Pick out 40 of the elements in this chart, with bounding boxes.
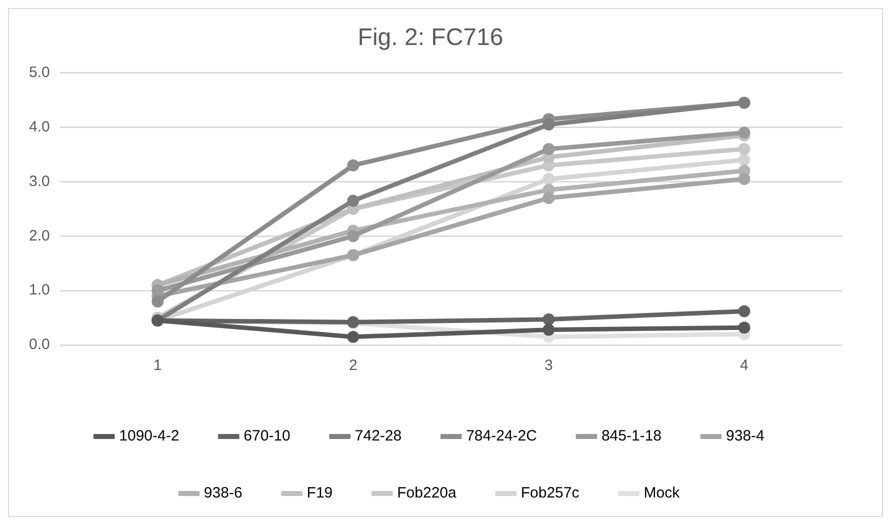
point: [347, 159, 360, 172]
y-tick-label: 0.0: [28, 336, 50, 354]
legend-label: 845-1-18: [601, 428, 662, 445]
x-tick-label: 4: [740, 357, 748, 374]
legend-label: 784-24-2C: [466, 428, 538, 445]
legend-label: 742-28: [354, 428, 402, 445]
legend-label: 938-4: [726, 428, 764, 445]
point: [738, 126, 750, 139]
legend-label: 670-10: [244, 428, 290, 445]
point: [542, 118, 555, 131]
y-tick-label: 5.0: [28, 64, 50, 81]
legend-label: Fob220a: [397, 484, 458, 502]
chart-title: Fig. 2: FC716: [358, 24, 504, 52]
legend-label: 1090-4-2: [119, 428, 180, 445]
legend-label: 938-6: [204, 484, 242, 502]
y-tick-label: 1.0: [28, 282, 50, 299]
x-tick-label: 3: [544, 357, 553, 374]
legend-label: Fob257c: [520, 484, 580, 502]
x-tick-label: 1: [153, 357, 162, 374]
legend-label: F19: [306, 484, 333, 502]
point: [738, 305, 750, 318]
legend-label: Mock: [644, 484, 680, 502]
point: [738, 154, 750, 166]
y-tick-label: 2.0: [28, 227, 50, 244]
y-tick-label: 3.0: [28, 172, 50, 190]
point: [347, 330, 360, 343]
y-tick-label: 4.0: [28, 118, 50, 136]
point: [347, 194, 360, 207]
point: [542, 324, 555, 336]
point: [347, 230, 360, 242]
point: [542, 172, 555, 185]
point: [152, 295, 164, 308]
point: [152, 284, 164, 297]
point: [738, 172, 750, 185]
point: [738, 322, 750, 334]
x-tick-label: 2: [348, 357, 358, 374]
point: [738, 143, 750, 156]
point: [542, 313, 555, 326]
point: [542, 143, 555, 156]
point: [542, 192, 555, 204]
